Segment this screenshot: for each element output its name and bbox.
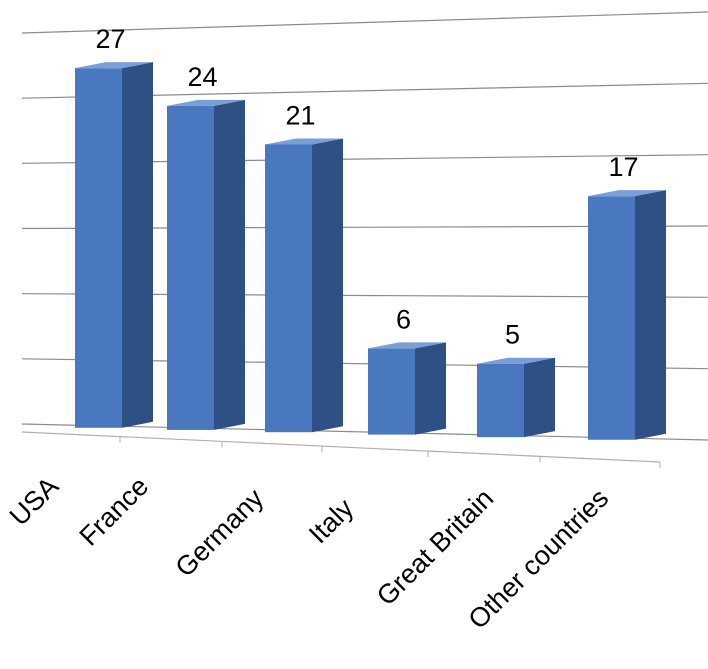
category-label: Great Britain [371,483,499,611]
bar-side [415,342,446,435]
bar-side [312,138,343,433]
bar-front [167,105,214,430]
category-labels: USA France Germany Italy Great BritainOther … [4,471,614,635]
category-label: USA [4,471,64,531]
data-label: 6 [396,304,411,334]
bar-france [167,99,245,430]
data-label: 27 [95,24,125,54]
data-labels: 27 24 21 6 5 17 [95,24,638,350]
bar-usa [75,62,153,428]
data-label: 5 [505,320,520,350]
bar-front [265,144,312,433]
bar-top [265,138,343,145]
bar-front [368,348,415,435]
bar-top [167,99,245,106]
bar-top [75,62,153,69]
bar-front [588,196,635,440]
bar-top [588,190,666,197]
bar-germany [265,138,343,433]
bar-side [122,62,153,428]
gridline [21,11,708,34]
bar-front [477,363,524,438]
data-label: 21 [285,100,315,130]
bar-top [368,342,446,349]
bar-other-countries [588,190,666,440]
bar-side [214,99,245,430]
bar-front [75,68,122,428]
bars [75,62,666,440]
category-label: France [74,471,155,552]
data-label: 17 [608,152,638,182]
data-label: 24 [187,62,217,92]
bar-italy [368,342,446,435]
category-label: Germany [170,483,270,583]
bar-top [477,357,555,364]
floor-edge [21,431,661,463]
chart-floor [21,431,661,468]
bar-great-britain [477,357,555,438]
bar-side [635,190,666,440]
category-label: Italy [303,493,360,550]
bar-side [524,357,555,438]
